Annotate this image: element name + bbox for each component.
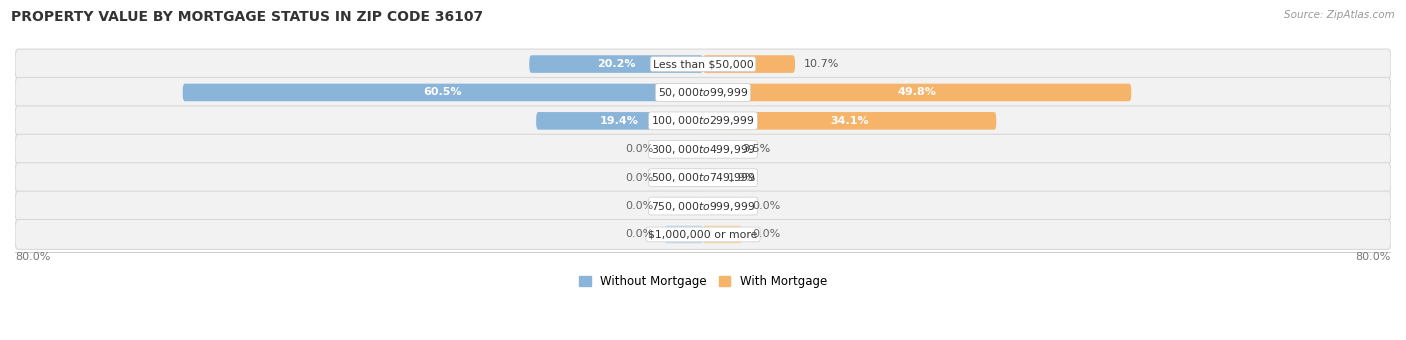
Text: 0.0%: 0.0% xyxy=(752,230,780,239)
FancyBboxPatch shape xyxy=(15,78,1391,107)
Text: $300,000 to $499,999: $300,000 to $499,999 xyxy=(651,143,755,156)
FancyBboxPatch shape xyxy=(183,84,703,101)
Text: 0.0%: 0.0% xyxy=(626,173,654,183)
Text: 10.7%: 10.7% xyxy=(804,59,839,69)
FancyBboxPatch shape xyxy=(15,49,1391,79)
Text: $750,000 to $999,999: $750,000 to $999,999 xyxy=(651,200,755,212)
FancyBboxPatch shape xyxy=(664,169,703,186)
Text: 60.5%: 60.5% xyxy=(423,87,463,98)
FancyBboxPatch shape xyxy=(703,169,720,186)
FancyBboxPatch shape xyxy=(703,140,733,158)
FancyBboxPatch shape xyxy=(703,226,742,243)
FancyBboxPatch shape xyxy=(15,106,1391,136)
Text: $500,000 to $749,999: $500,000 to $749,999 xyxy=(651,171,755,184)
Text: 20.2%: 20.2% xyxy=(598,59,636,69)
Text: 0.0%: 0.0% xyxy=(626,230,654,239)
FancyBboxPatch shape xyxy=(15,163,1391,193)
Text: Less than $50,000: Less than $50,000 xyxy=(652,59,754,69)
Text: 19.4%: 19.4% xyxy=(600,116,638,126)
FancyBboxPatch shape xyxy=(15,191,1391,221)
Legend: Without Mortgage, With Mortgage: Without Mortgage, With Mortgage xyxy=(574,270,832,293)
Text: PROPERTY VALUE BY MORTGAGE STATUS IN ZIP CODE 36107: PROPERTY VALUE BY MORTGAGE STATUS IN ZIP… xyxy=(11,10,484,24)
FancyBboxPatch shape xyxy=(529,55,703,73)
Text: 0.0%: 0.0% xyxy=(626,201,654,211)
FancyBboxPatch shape xyxy=(15,220,1391,250)
Text: $100,000 to $299,999: $100,000 to $299,999 xyxy=(651,114,755,128)
FancyBboxPatch shape xyxy=(703,55,794,73)
FancyBboxPatch shape xyxy=(664,140,703,158)
FancyBboxPatch shape xyxy=(703,84,1132,101)
Text: 80.0%: 80.0% xyxy=(15,252,51,262)
Text: 0.0%: 0.0% xyxy=(626,144,654,154)
Text: 1.9%: 1.9% xyxy=(728,173,756,183)
Text: $1,000,000 or more: $1,000,000 or more xyxy=(648,230,758,239)
Text: 49.8%: 49.8% xyxy=(897,87,936,98)
Text: $50,000 to $99,999: $50,000 to $99,999 xyxy=(658,86,748,99)
Text: 34.1%: 34.1% xyxy=(831,116,869,126)
FancyBboxPatch shape xyxy=(703,112,997,130)
FancyBboxPatch shape xyxy=(15,134,1391,164)
FancyBboxPatch shape xyxy=(536,112,703,130)
FancyBboxPatch shape xyxy=(703,197,742,215)
Text: 0.0%: 0.0% xyxy=(752,201,780,211)
FancyBboxPatch shape xyxy=(664,197,703,215)
Text: Source: ZipAtlas.com: Source: ZipAtlas.com xyxy=(1284,10,1395,20)
Text: 80.0%: 80.0% xyxy=(1355,252,1391,262)
Text: 3.5%: 3.5% xyxy=(742,144,770,154)
FancyBboxPatch shape xyxy=(664,226,703,243)
